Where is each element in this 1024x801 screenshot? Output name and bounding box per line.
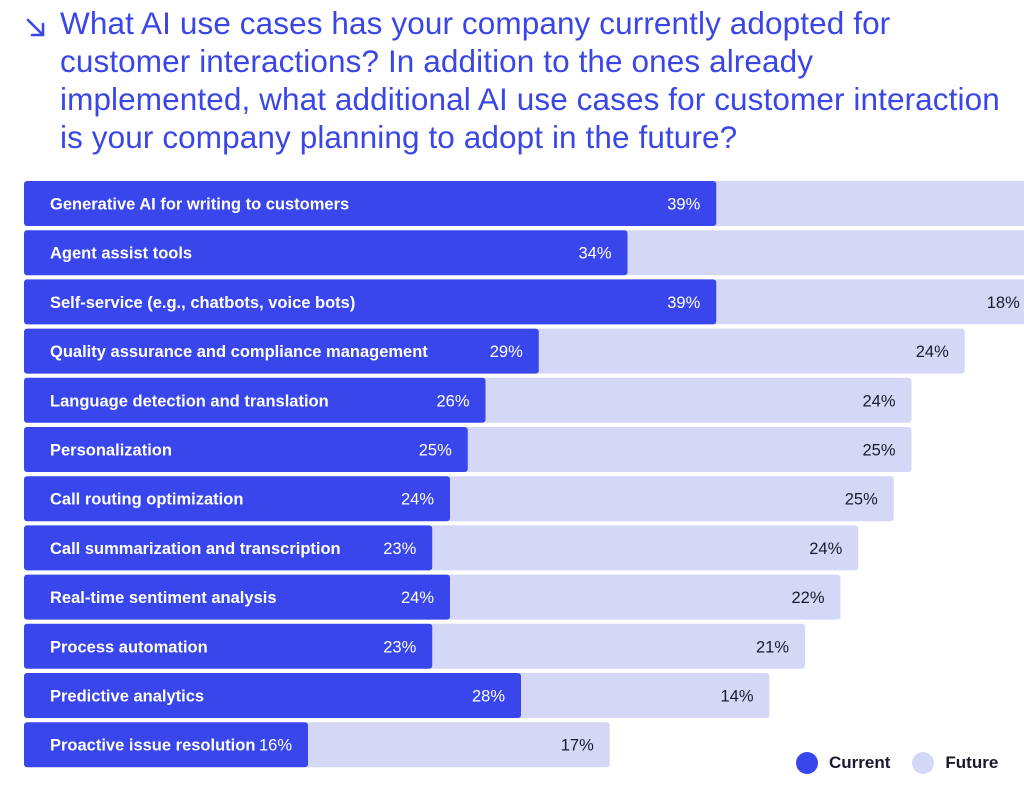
legend-swatch-future — [912, 752, 935, 774]
bar-future — [713, 279, 1024, 325]
value-label-current: 24% — [401, 589, 434, 607]
bar-row: Call routing optimization 24% 25% — [24, 476, 894, 522]
bar-current — [24, 574, 450, 620]
arrow-down-right-icon — [26, 18, 45, 37]
value-label-current: 23% — [383, 638, 416, 656]
bar-row: Quality assurance and compliance managem… — [24, 328, 965, 374]
legend-label-current: Current — [829, 753, 891, 772]
value-label-future: 24% — [916, 343, 949, 361]
bar-future — [429, 623, 805, 669]
category-label: Generative AI for writing to customers — [50, 196, 349, 214]
bar-future — [713, 181, 1024, 226]
value-label-future: 18% — [987, 294, 1020, 312]
category-label: Predictive analytics — [50, 688, 204, 706]
bar-current — [24, 328, 539, 374]
bar-row: Process automation 23% 21% — [24, 623, 805, 669]
bar-row: Call summarization and transcription 23% 2… — [24, 525, 859, 571]
legend-swatch-current — [796, 752, 818, 774]
value-label-current: 25% — [419, 442, 452, 460]
bar-current — [24, 377, 486, 423]
bar-row: Proactive issue resolution 16% 17% — [24, 722, 610, 768]
value-label-current: 39% — [667, 294, 700, 312]
value-label-current: 24% — [401, 491, 434, 509]
bar-row: Generative AI for writing to customers 39… — [24, 181, 1024, 226]
bar-row: Real-time sentiment analysis 24% 22% — [24, 574, 841, 620]
category-label: Call routing optimization — [50, 491, 243, 509]
bar-current — [24, 722, 308, 768]
bar-current — [24, 279, 717, 325]
bar-current — [24, 673, 521, 718]
value-label-future: 25% — [845, 491, 878, 509]
legend-item-future: Future — [912, 752, 998, 774]
bar-current — [24, 623, 433, 669]
bar-current — [24, 230, 628, 276]
category-label: Self-service (e.g., chatbots, voice bots… — [50, 294, 355, 312]
bar-row: Personalization 25% 25% — [24, 427, 912, 472]
value-label-future: 24% — [809, 540, 842, 558]
category-label: Call summarization and transcription — [50, 540, 341, 558]
bar-current — [24, 181, 717, 226]
value-label-current: 28% — [472, 688, 505, 706]
legend: Current Future — [796, 752, 1020, 774]
bar-future — [482, 377, 912, 423]
bar-future — [305, 722, 610, 768]
value-label-current: 23% — [383, 540, 416, 558]
category-label: Language detection and translation — [50, 392, 329, 410]
category-label: Process automation — [50, 638, 208, 656]
value-label-future: 17% — [561, 737, 594, 755]
legend-label-future: Future — [945, 753, 999, 772]
value-label-future: 25% — [862, 442, 895, 460]
value-label-future: 22% — [791, 589, 824, 607]
bar-future — [447, 476, 894, 522]
bar-row: Predictive analytics 28% 14% — [24, 673, 770, 718]
value-label-current: 26% — [436, 392, 469, 410]
bar-future — [447, 574, 841, 620]
category-label: Real-time sentiment analysis — [50, 589, 277, 607]
bar-row: Language detection and translation 26% 24% — [24, 377, 912, 423]
legend-item-current: Current — [796, 752, 890, 774]
bar-future — [624, 230, 1024, 276]
value-label-current: 16% — [259, 737, 292, 755]
category-label: Agent assist tools — [50, 245, 192, 263]
value-label-future: 24% — [862, 392, 895, 410]
category-label: Personalization — [50, 442, 172, 460]
bar-future — [464, 427, 912, 472]
bar-current — [24, 525, 433, 571]
category-label: Proactive issue resolution — [50, 737, 255, 755]
bar-future — [535, 328, 965, 374]
value-label-future: 14% — [720, 688, 753, 706]
bar-row: Self-service (e.g., chatbots, voice bots… — [24, 279, 1024, 325]
bar-current — [24, 427, 468, 472]
value-label-current: 34% — [578, 245, 611, 263]
bar-current — [24, 476, 450, 522]
chart-header: What AI use cases has your company curre… — [22, 4, 1012, 156]
bar-future — [429, 525, 859, 571]
value-label-current: 39% — [667, 196, 700, 214]
chart-title: What AI use cases has your company curre… — [60, 5, 1000, 155]
bar-future — [518, 673, 770, 718]
value-label-future: 21% — [756, 638, 789, 656]
value-label-current: 29% — [490, 343, 523, 361]
category-label: Quality assurance and compliance managem… — [50, 343, 428, 361]
